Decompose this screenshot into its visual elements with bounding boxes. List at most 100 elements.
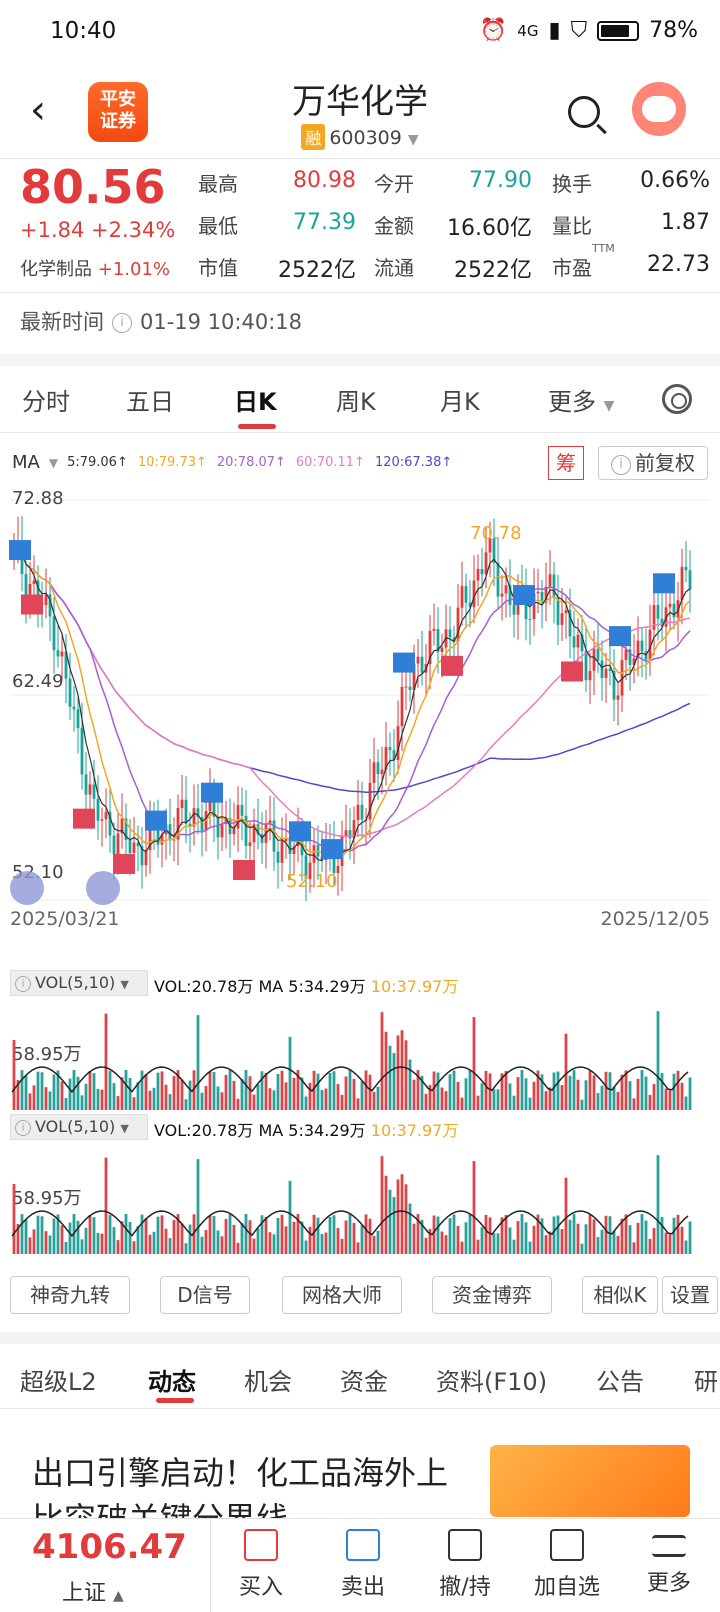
volume-bar	[56, 1214, 60, 1254]
sell-icon	[346, 1529, 380, 1561]
candle-body	[288, 837, 292, 854]
candle-body	[284, 837, 288, 842]
volume-bar	[612, 1086, 616, 1110]
volume-bar	[580, 1243, 584, 1254]
tab-news[interactable]: 动态	[148, 1368, 196, 1396]
candle-body	[32, 580, 36, 584]
stock-title[interactable]: 万华化学	[292, 82, 428, 122]
volume-bar	[592, 1219, 596, 1254]
volume-bar	[324, 1088, 328, 1110]
volume-bar	[552, 1216, 556, 1254]
volume-bar	[576, 1223, 580, 1254]
expand-left-icon[interactable]	[10, 871, 44, 905]
tab-super-l2[interactable]: 超级L2	[20, 1368, 97, 1396]
tab-daily-k[interactable]: 日K	[234, 388, 277, 416]
tab-five-day[interactable]: 五日	[126, 388, 174, 416]
volume-bar	[368, 1074, 372, 1110]
tab-minute[interactable]: 分时	[22, 388, 70, 416]
volume-selector[interactable]: i VOL(5,10) ▼	[10, 1114, 148, 1140]
candle-body	[388, 747, 392, 751]
avatar[interactable]	[632, 82, 686, 136]
search-icon[interactable]	[568, 96, 600, 128]
tab-monthly-k[interactable]: 月K	[440, 388, 480, 416]
volume-bar	[444, 1091, 448, 1110]
cancel-hold-label: 撤/持	[439, 1575, 491, 1600]
kline-chart[interactable]: 72.88 62.49 52.10 70.78 52.10 2025/03/21…	[0, 490, 720, 930]
tab-more[interactable]: 更多 ▼	[548, 382, 614, 417]
adjust-button[interactable]: i 前复权	[598, 446, 708, 480]
volume-bar	[632, 1242, 636, 1254]
chips-button[interactable]: 筹	[548, 446, 584, 480]
date-start: 2025/03/21	[10, 908, 120, 930]
volume-bar	[588, 1214, 592, 1254]
stock-code-row[interactable]: 融 600309 ▼	[0, 124, 720, 150]
candle-body	[240, 805, 244, 816]
volume-ma10: 10:37.97万	[370, 1121, 459, 1140]
volume-bar	[52, 1074, 56, 1110]
adjust-label: 前复权	[635, 451, 695, 475]
volume-bar	[676, 1214, 680, 1254]
volume-bar	[348, 1070, 352, 1110]
tool-d-signal[interactable]: D信号	[160, 1276, 250, 1314]
shield-icon: ⛉	[570, 18, 588, 43]
candle-body	[372, 762, 376, 783]
candle-body	[624, 649, 628, 661]
sell-button[interactable]: 卖出	[318, 1529, 408, 1601]
index-value[interactable]: 4106.47	[32, 1527, 187, 1567]
tab-opportunity[interactable]: 机会	[244, 1368, 292, 1396]
volume-indicator: VOL(5,10)	[35, 1117, 116, 1136]
info-icon[interactable]: i	[112, 313, 132, 333]
volume-bar	[180, 1079, 184, 1110]
volume-panel[interactable]: i VOL(5,10) ▼ VOL:20.78万 MA 5:34.29万 10:3…	[0, 970, 720, 1114]
tool-fund-game[interactable]: 资金博弈	[432, 1276, 552, 1314]
tab-research[interactable]: 研	[694, 1368, 718, 1396]
news-thumbnail[interactable]	[490, 1445, 690, 1517]
more-button[interactable]: 更多	[624, 1529, 714, 1597]
volume-bar	[276, 1217, 280, 1254]
tool-settings[interactable]: 设置	[662, 1276, 718, 1314]
cancel-hold-button[interactable]: 撤/持	[420, 1529, 510, 1601]
tool-grid-master[interactable]: 网格大师	[282, 1276, 402, 1314]
tab-weekly-k[interactable]: 周K	[336, 388, 376, 416]
quote-value: 16.60亿	[447, 216, 532, 241]
volume-bar	[128, 1078, 132, 1110]
candle-body	[580, 634, 584, 652]
volume-selector[interactable]: i VOL(5,10) ▼	[10, 970, 148, 996]
index-name[interactable]: 上证 ▲	[62, 1575, 124, 1607]
volume-bar	[208, 1071, 212, 1110]
tool-nine-turns[interactable]: 神奇九转	[10, 1276, 130, 1314]
tool-similar-k[interactable]: 相似K	[582, 1276, 658, 1314]
ma-legend[interactable]: MA ▼ 5:79.06↑ 10:79.73↑ 20:78.07↑ 60:70.11↑…	[12, 452, 452, 473]
fullscreen-icon[interactable]	[86, 871, 120, 905]
volume-bar	[412, 1223, 416, 1254]
volume-bar	[312, 1070, 316, 1110]
volume-bar	[600, 1085, 604, 1110]
tab-f10[interactable]: 资料(F10)	[436, 1368, 548, 1396]
candle-body	[200, 816, 204, 831]
tab-capital[interactable]: 资金	[340, 1368, 388, 1396]
volume-bar	[308, 1226, 312, 1254]
tab-announcement[interactable]: 公告	[596, 1368, 644, 1396]
tool-label: 相似K	[582, 1276, 658, 1314]
volume-bar	[284, 1226, 288, 1254]
candle-body	[60, 651, 64, 657]
volume-bar	[224, 1074, 228, 1110]
sector-label: 化学制品	[20, 259, 92, 280]
back-button[interactable]: ‹	[30, 87, 46, 133]
sector-info[interactable]: 化学制品 +1.01%	[20, 255, 170, 281]
volume-bar	[304, 1240, 308, 1254]
candle-body	[676, 600, 680, 618]
gear-icon[interactable]	[662, 384, 692, 414]
news-headline[interactable]: 出口引擎启动！化工品海外上比突破关键分界线	[32, 1454, 449, 1520]
candle-body	[44, 594, 48, 606]
volume-bar	[156, 1072, 160, 1110]
candle-body	[508, 585, 512, 605]
candle-body	[276, 851, 280, 863]
candle-body	[128, 839, 132, 854]
buy-button[interactable]: 买入	[216, 1529, 306, 1601]
candle-body	[592, 648, 596, 671]
volume-bar	[68, 1222, 72, 1254]
candle-body	[440, 647, 444, 652]
volume-panel[interactable]: i VOL(5,10) ▼ VOL:20.78万 MA 5:34.29万 10:3…	[0, 1114, 720, 1258]
add-watchlist-button[interactable]: 加自选	[522, 1529, 612, 1601]
